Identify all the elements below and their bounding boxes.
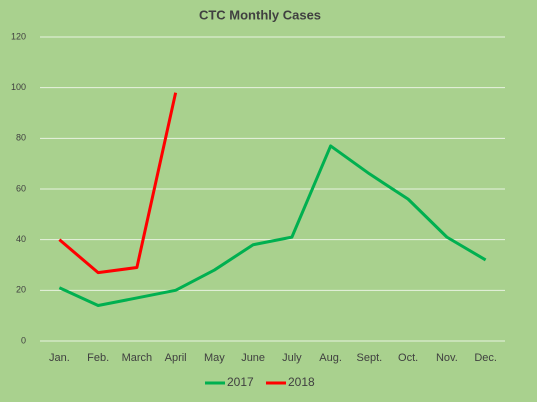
- x-tick-label: June: [241, 352, 265, 364]
- y-tick-label: 0: [21, 335, 26, 345]
- y-tick-label: 120: [11, 31, 26, 41]
- x-tick-label: July: [282, 352, 302, 364]
- x-tick-label: Dec.: [474, 352, 497, 364]
- x-tick-label: April: [165, 352, 187, 364]
- legend-label: 2017: [227, 375, 254, 389]
- x-tick-label: Feb.: [87, 352, 109, 364]
- x-tick-label: Jan.: [49, 352, 70, 364]
- y-tick-label: 20: [16, 285, 26, 295]
- y-tick-label: 40: [16, 234, 26, 244]
- x-tick-label: Sept.: [357, 352, 383, 364]
- x-tick-label: Nov.: [436, 352, 458, 364]
- chart-title: CTC Monthly Cases: [199, 7, 321, 22]
- series-line: [58, 92, 178, 275]
- y-tick-label: 60: [16, 183, 26, 193]
- x-tick-label: Oct.: [398, 352, 418, 364]
- y-tick-label: 80: [16, 133, 26, 143]
- legend-label: 2018: [288, 375, 315, 389]
- y-tick-label: 100: [11, 82, 26, 92]
- x-tick-label: March: [122, 352, 153, 364]
- x-tick-label: Aug.: [319, 352, 342, 364]
- x-tick-label: May: [204, 352, 225, 364]
- series-line: [58, 144, 487, 308]
